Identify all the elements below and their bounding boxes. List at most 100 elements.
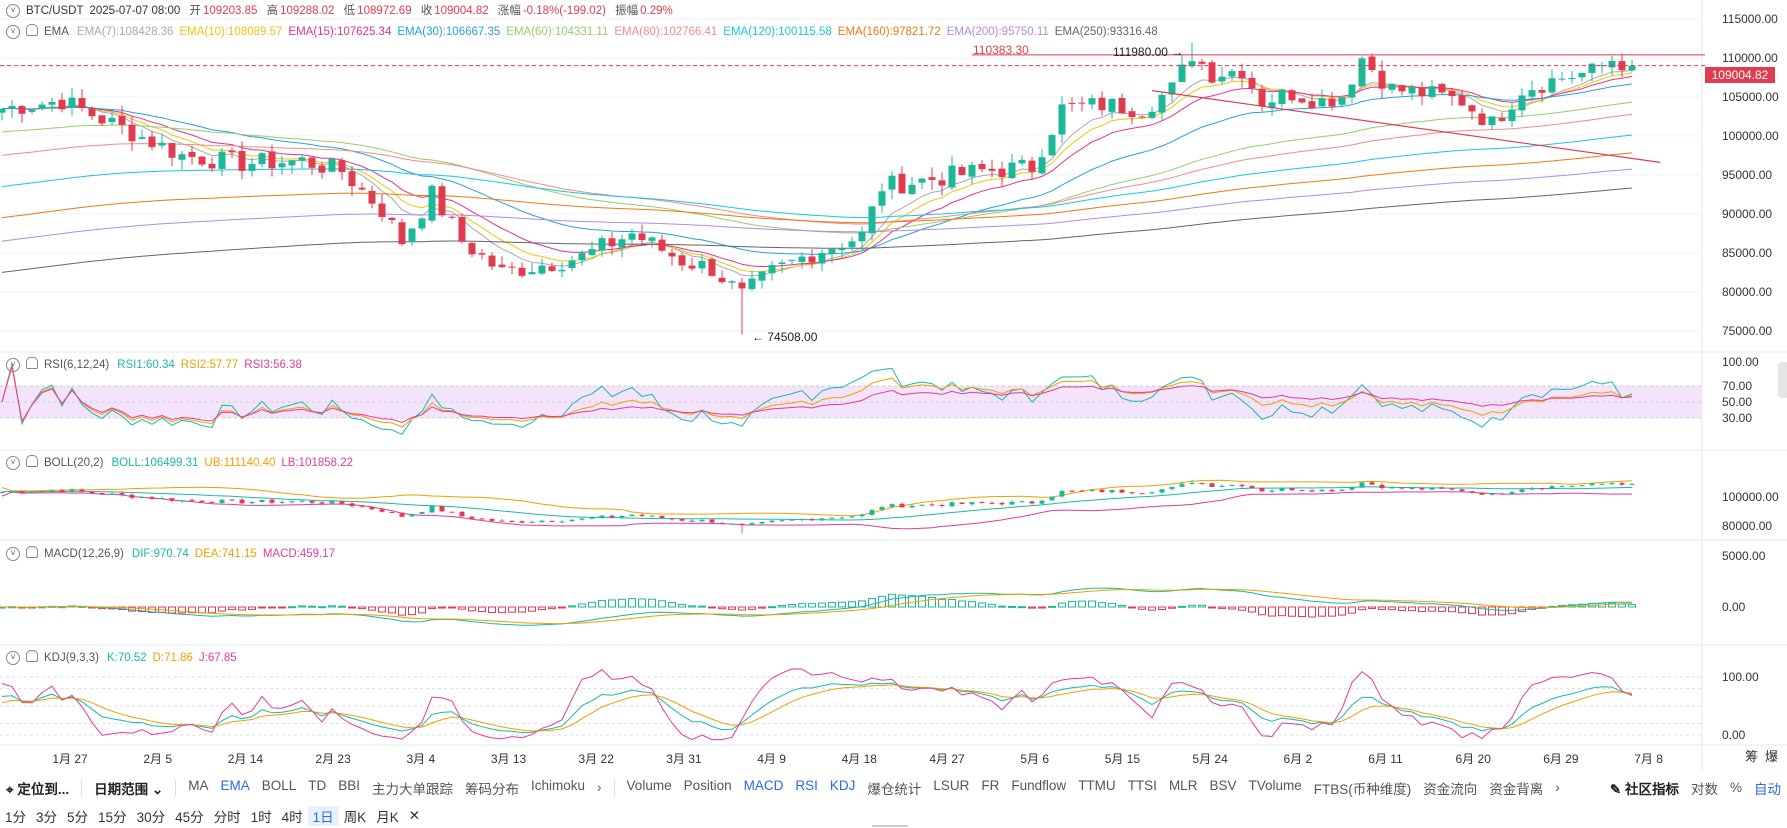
boll-candle-body bbox=[1539, 488, 1545, 490]
macd-histogram-bar bbox=[638, 598, 646, 608]
collapse-icon[interactable]: ˅ bbox=[6, 24, 20, 39]
main-indicator-7[interactable]: Ichimoku bbox=[531, 777, 586, 793]
period-7[interactable]: 1时 bbox=[250, 810, 272, 825]
macd-histogram-bar bbox=[138, 606, 146, 613]
main-indicator-4[interactable]: BBI bbox=[338, 777, 361, 793]
alert-bell-icon[interactable] bbox=[26, 455, 38, 467]
sub-indicator-9[interactable]: TTMU bbox=[1078, 777, 1116, 793]
date-range-button[interactable]: 日期范围 ⌄ bbox=[94, 781, 164, 797]
ema-line-15 bbox=[1, 75, 1633, 268]
sub-indicator-12[interactable]: BSV bbox=[1209, 777, 1237, 793]
chips-label[interactable]: 筹 bbox=[1745, 749, 1759, 764]
period-0[interactable]: 1分 bbox=[5, 810, 27, 825]
macd-histogram-bar bbox=[1398, 606, 1406, 611]
period-5[interactable]: 45分 bbox=[175, 810, 204, 825]
period-9[interactable]: 1日 bbox=[307, 806, 339, 826]
collapse-icon[interactable]: ˅ bbox=[6, 650, 20, 665]
main-indicator-1[interactable]: EMA bbox=[220, 777, 250, 793]
log-scale-toggle[interactable]: 对数 bbox=[1690, 781, 1718, 797]
candle-body bbox=[508, 266, 516, 268]
sub-indicator-0[interactable]: Volume bbox=[626, 777, 672, 793]
percent-toggle[interactable]: % bbox=[1729, 780, 1742, 795]
boll-candle-body bbox=[1109, 489, 1115, 493]
sub-indicator-4[interactable]: KDJ bbox=[829, 777, 856, 793]
candle-body bbox=[588, 249, 596, 256]
candle-body bbox=[548, 266, 556, 271]
candle-body bbox=[978, 163, 986, 170]
period-4[interactable]: 30分 bbox=[136, 810, 166, 825]
collapse-icon[interactable]: ˅ bbox=[6, 546, 20, 561]
ema-value: EMA(250):93316.48 bbox=[1054, 26, 1158, 38]
macd-histogram-bar bbox=[898, 594, 906, 608]
macd-histogram-bar bbox=[818, 602, 826, 608]
candle-body bbox=[718, 277, 726, 283]
auto-scale-toggle[interactable]: 自动 bbox=[1754, 781, 1781, 797]
macd-histogram-bar bbox=[588, 601, 596, 608]
boll-candle-body bbox=[1449, 488, 1455, 490]
collapse-icon[interactable]: ˅ bbox=[6, 4, 20, 18]
locate-button[interactable]: ⌖ 定位到... bbox=[6, 781, 70, 797]
side-panel-toggle[interactable] bbox=[1778, 362, 1787, 398]
sub-indicator-3[interactable]: RSI bbox=[795, 777, 818, 793]
sub-indicator-8[interactable]: Fundflow bbox=[1011, 777, 1067, 793]
candle-body bbox=[1428, 86, 1436, 97]
time-tick-label: 4月 18 bbox=[841, 752, 877, 766]
sub-indicator-1[interactable]: Position bbox=[683, 777, 732, 793]
sub-indicator-10[interactable]: TTSI bbox=[1127, 777, 1157, 793]
collapse-icon[interactable]: ˅ bbox=[6, 455, 20, 470]
boll-candle-body bbox=[1519, 489, 1525, 493]
time-tick-label: 2月 23 bbox=[315, 752, 351, 766]
alert-bell-icon[interactable] bbox=[26, 24, 38, 36]
ema-line-200 bbox=[1, 168, 1633, 242]
main-indicator-3[interactable]: TD bbox=[308, 777, 327, 793]
sub-indicator-5[interactable]: 爆仓统计 bbox=[867, 781, 922, 797]
period-1[interactable]: 3分 bbox=[36, 810, 58, 825]
boll-candle-body bbox=[1459, 489, 1465, 492]
main-indicator-2[interactable]: BOLL bbox=[261, 777, 297, 793]
macd-histogram-bar bbox=[788, 603, 796, 608]
alert-bell-icon[interactable] bbox=[26, 357, 38, 369]
alert-bell-icon[interactable] bbox=[26, 650, 38, 662]
candle-body bbox=[1348, 84, 1356, 98]
period-8[interactable]: 4时 bbox=[281, 810, 303, 825]
period-10[interactable]: 周K bbox=[343, 810, 367, 825]
sub-indicator-13[interactable]: TVolume bbox=[1248, 777, 1302, 793]
collapse-icon[interactable]: ˅ bbox=[6, 357, 20, 372]
alert-bell-icon[interactable] bbox=[26, 546, 38, 558]
period-3[interactable]: 15分 bbox=[98, 810, 127, 825]
main-indicator-5[interactable]: 主力大单跟踪 bbox=[372, 781, 454, 797]
candle-body bbox=[0, 108, 6, 113]
main-indicator-6[interactable]: 筹码分布 bbox=[465, 781, 520, 797]
chevron-right-icon[interactable]: › bbox=[1555, 780, 1560, 795]
scroll-handle[interactable] bbox=[872, 825, 908, 827]
boll-candle-body bbox=[569, 519, 575, 522]
close-icon[interactable]: ✕ bbox=[408, 808, 421, 823]
sub-indicator-2[interactable]: MACD bbox=[743, 777, 784, 793]
boll-candle-body bbox=[999, 502, 1005, 505]
boll-candle-body bbox=[1509, 491, 1515, 495]
burst-label[interactable]: 爆 bbox=[1765, 749, 1779, 764]
macd-histogram-bar bbox=[728, 606, 736, 610]
boll-candle-body bbox=[839, 517, 845, 519]
sub-indicator-15[interactable]: 资金流向 bbox=[1423, 781, 1478, 797]
community-indicator-button[interactable]: ✎ 社区指标 bbox=[1609, 781, 1679, 797]
main-indicator-0[interactable]: MA bbox=[188, 777, 209, 793]
sub-indicator-14[interactable]: FTBS(币种维度) bbox=[1313, 781, 1412, 797]
candle-body bbox=[38, 104, 46, 110]
period-2[interactable]: 5分 bbox=[67, 810, 89, 825]
boll-candle-body bbox=[939, 505, 945, 507]
period-6[interactable]: 分时 bbox=[213, 810, 241, 825]
macd-histogram-bar bbox=[558, 606, 566, 609]
sub-indicator-11[interactable]: MLR bbox=[1168, 777, 1198, 793]
candle-body bbox=[68, 97, 76, 108]
chevron-right-icon[interactable]: › bbox=[597, 780, 602, 795]
boll-candle-body bbox=[1199, 483, 1205, 485]
sub-indicator-16[interactable]: 资金背离 bbox=[1489, 781, 1544, 797]
boll-candle-body bbox=[1369, 482, 1375, 485]
macd-histogram-bar bbox=[188, 606, 196, 614]
sub-indicator-6[interactable]: LSUR bbox=[933, 777, 970, 793]
macd-histogram-bar bbox=[358, 606, 366, 610]
period-11[interactable]: 月K bbox=[376, 810, 399, 825]
sub-indicator-7[interactable]: FR bbox=[981, 777, 1000, 793]
